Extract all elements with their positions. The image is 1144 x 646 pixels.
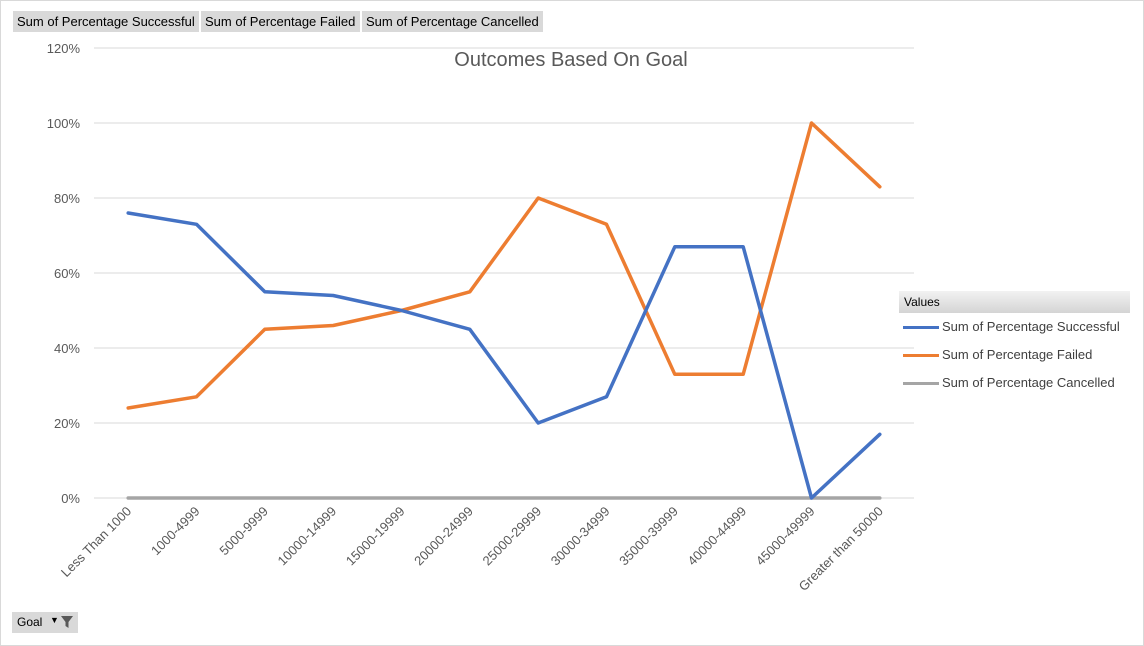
series-lines: [126, 121, 882, 500]
y-tick-label: 0%: [61, 491, 80, 506]
goal-filter-label: Goal: [17, 615, 43, 629]
gridlines: [94, 47, 914, 499]
y-axis: 0% 20% 40% 60% 80% 100% 120%: [47, 41, 81, 506]
series-line-failed: [126, 121, 882, 410]
legend-swatch-successful: [903, 326, 939, 330]
x-tick-label: 5000-9999: [216, 504, 271, 559]
field-button-failed[interactable]: Sum of Percentage Failed: [201, 11, 361, 32]
funnel-icon: [61, 616, 73, 628]
legend-label-cancelled: Sum of Percentage Cancelled: [942, 375, 1115, 390]
legend-swatch-failed: [903, 354, 939, 358]
dropdown-arrow-icon: ▼: [50, 615, 59, 625]
y-tick-label: 40%: [54, 341, 80, 356]
x-tick-label: 1000-4999: [148, 504, 203, 559]
x-tick-label: Less Than 1000: [58, 504, 134, 580]
y-tick-label: 60%: [54, 266, 80, 281]
legend-item-failed[interactable]: Sum of Percentage Failed: [903, 347, 1092, 362]
x-tick-label: 40000-44999: [684, 504, 749, 569]
legend-swatch-cancelled: [903, 382, 939, 386]
y-tick-label: 80%: [54, 191, 80, 206]
y-tick-label: 20%: [54, 416, 80, 431]
x-tick-label: 15000-19999: [343, 504, 408, 569]
legend-header[interactable]: Values: [899, 291, 1130, 313]
x-tick-label: 25000-29999: [479, 504, 544, 569]
y-tick-label: 120%: [47, 41, 81, 56]
legend-label-successful: Sum of Percentage Successful: [942, 319, 1120, 334]
field-button-successful[interactable]: Sum of Percentage Successful: [13, 11, 200, 32]
x-axis: Less Than 1000 1000-4999 5000-9999 10000-14…: [58, 504, 886, 594]
goal-filter-button[interactable]: Goal ▼: [12, 612, 78, 633]
y-tick-label: 100%: [47, 116, 81, 131]
x-tick-label: 20000-24999: [411, 504, 476, 569]
x-tick-label: 30000-34999: [548, 504, 613, 569]
x-tick-label: 45000-49999: [753, 504, 818, 569]
series-line-successful: [126, 211, 882, 500]
legend-item-successful[interactable]: Sum of Percentage Successful: [903, 319, 1120, 334]
field-button-cancelled[interactable]: Sum of Percentage Cancelled: [362, 11, 544, 32]
chart-title: Outcomes Based On Goal: [454, 49, 687, 71]
x-tick-label: 10000-14999: [274, 504, 339, 569]
legend-item-cancelled[interactable]: Sum of Percentage Cancelled: [903, 375, 1115, 390]
legend-label-failed: Sum of Percentage Failed: [942, 347, 1093, 362]
x-tick-label: 35000-39999: [616, 504, 681, 569]
